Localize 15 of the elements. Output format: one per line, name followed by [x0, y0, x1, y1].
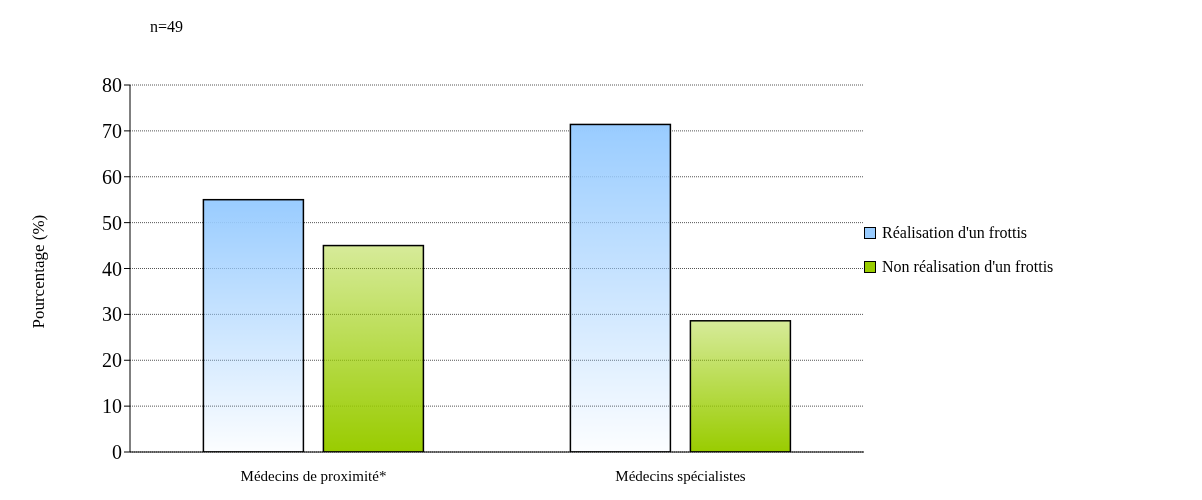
y-tick-label: 60 — [102, 165, 122, 188]
y-tick-label: 20 — [102, 349, 122, 372]
y-tick-label: 0 — [112, 441, 122, 464]
y-tick-label: 70 — [102, 119, 122, 142]
legend-label: Non réalisation d'un frottis — [882, 258, 1054, 276]
y-tick-label: 30 — [102, 303, 122, 326]
y-tick-label: 40 — [102, 257, 122, 280]
x-tick-label: Médecins de proximité* — [240, 467, 387, 484]
y-tick-label: 80 — [102, 74, 122, 97]
x-tick-label: Médecins spécialistes — [615, 467, 746, 484]
y-tick-label: 10 — [102, 395, 122, 418]
y-axis-title: Pourcentage (%) — [29, 214, 49, 329]
legend-label: Réalisation d'un frottis — [882, 224, 1028, 242]
text: n=49 — [150, 18, 184, 36]
y-tick-label: 50 — [102, 211, 122, 234]
